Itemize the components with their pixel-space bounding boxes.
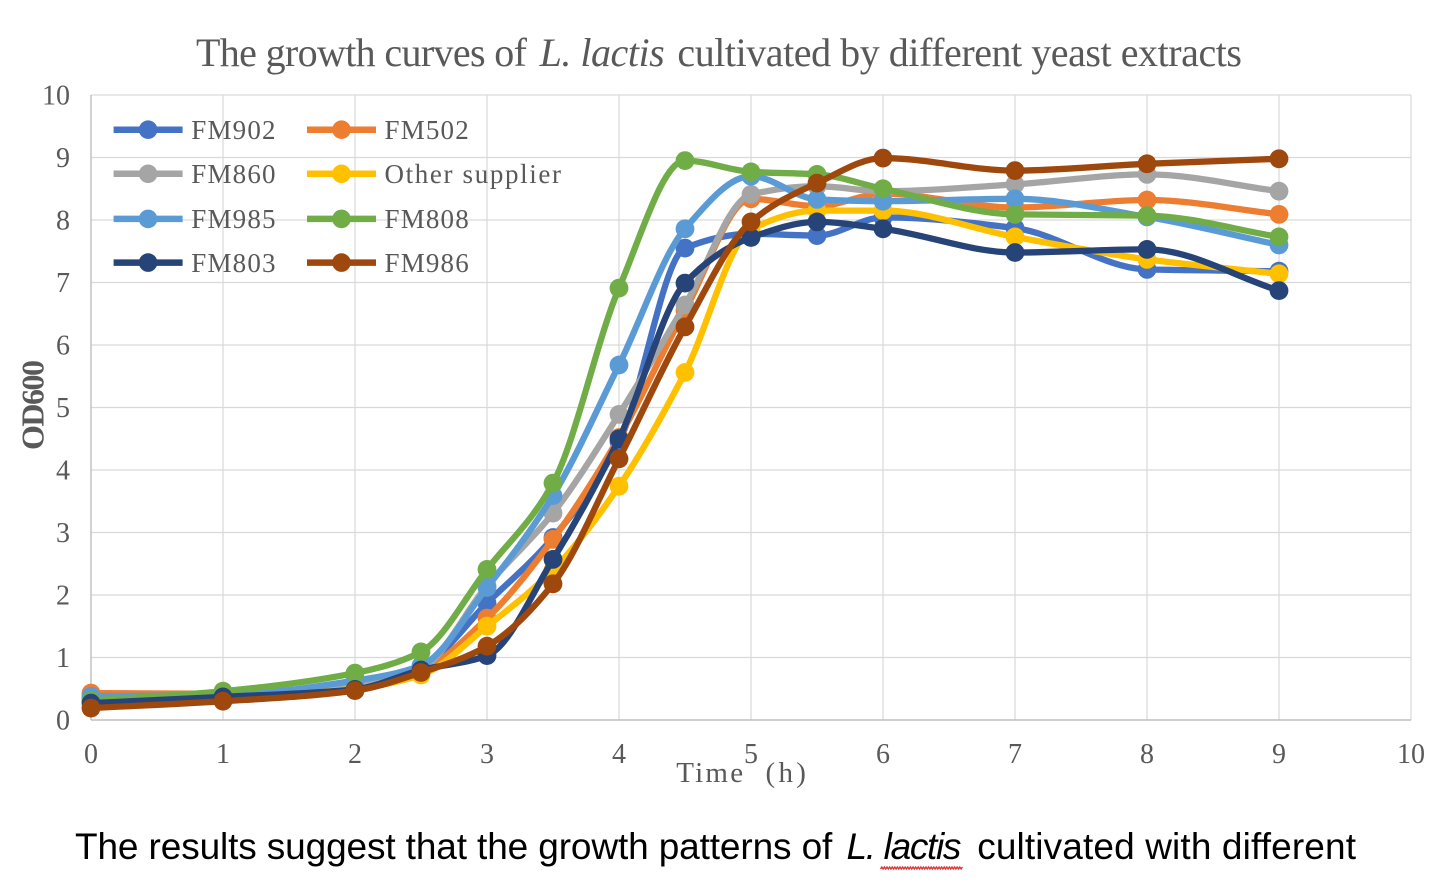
svg-text:7: 7 xyxy=(1008,739,1022,770)
svg-text:FM902: FM902 xyxy=(191,115,275,145)
svg-text:L. lactis: L. lactis xyxy=(539,30,665,75)
svg-text:10: 10 xyxy=(1397,739,1425,770)
svg-text:(h): (h) xyxy=(766,757,806,789)
svg-text:7: 7 xyxy=(56,268,70,299)
svg-text:FM986: FM986 xyxy=(385,248,469,278)
svg-text:FM808: FM808 xyxy=(385,204,469,234)
svg-text:10: 10 xyxy=(42,80,70,111)
svg-text:1: 1 xyxy=(216,739,230,770)
svg-text:5: 5 xyxy=(744,739,758,770)
svg-text:FM803: FM803 xyxy=(191,248,275,278)
svg-text:6: 6 xyxy=(56,330,70,361)
svg-text:Other supplier: Other supplier xyxy=(385,159,562,189)
svg-text:2: 2 xyxy=(56,580,70,611)
svg-text:FM502: FM502 xyxy=(385,115,469,145)
svg-text:4: 4 xyxy=(612,739,626,770)
svg-text:OD600: OD600 xyxy=(15,360,51,450)
svg-text:cultivated with different: cultivated with different xyxy=(977,826,1357,867)
svg-text:The growth curves of: The growth curves of xyxy=(196,30,528,75)
svg-text:The results suggest that the g: The results suggest that the growth patt… xyxy=(75,826,833,867)
svg-text:1: 1 xyxy=(56,643,70,674)
svg-text:5: 5 xyxy=(56,393,70,424)
svg-text:0: 0 xyxy=(56,705,70,736)
svg-text:9: 9 xyxy=(1272,739,1286,770)
svg-text:8: 8 xyxy=(1140,739,1154,770)
svg-text:4: 4 xyxy=(56,455,70,486)
svg-text:0: 0 xyxy=(84,739,98,770)
svg-text:8: 8 xyxy=(56,205,70,236)
svg-text:Time: Time xyxy=(676,757,743,789)
svg-text:2: 2 xyxy=(348,739,362,770)
svg-text:3: 3 xyxy=(56,518,70,549)
svg-text:FM860: FM860 xyxy=(191,159,275,189)
svg-text:6: 6 xyxy=(876,739,890,770)
svg-text:9: 9 xyxy=(56,143,70,174)
svg-text:FM985: FM985 xyxy=(191,204,275,234)
svg-text:3: 3 xyxy=(480,739,494,770)
svg-text:cultivated by different yeast: cultivated by different yeast extracts xyxy=(677,30,1242,75)
svg-text:L. lactis: L. lactis xyxy=(847,826,962,867)
